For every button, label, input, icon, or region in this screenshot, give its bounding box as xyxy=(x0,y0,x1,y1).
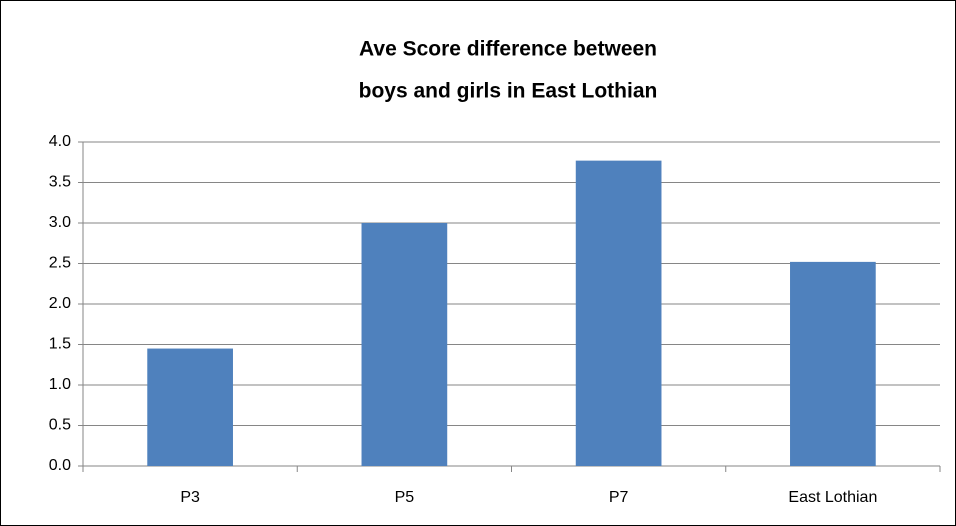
bar xyxy=(147,348,233,466)
x-tick-label: East Lothian xyxy=(788,489,877,506)
y-tick-label: 3.0 xyxy=(49,214,71,231)
bar xyxy=(790,261,876,466)
bar xyxy=(575,160,662,466)
y-tick-label: 2.0 xyxy=(49,295,71,312)
y-tick-label: 1.5 xyxy=(49,336,71,353)
x-tick-label: P5 xyxy=(395,489,415,506)
x-tick-label: P3 xyxy=(180,489,200,506)
y-tick-label: 2.5 xyxy=(49,255,71,272)
y-tick-label: 1.0 xyxy=(49,376,71,393)
chart-title: Ave Score difference between xyxy=(359,38,657,61)
bar xyxy=(361,223,448,466)
y-tick-label: 0.5 xyxy=(49,417,71,434)
x-tick-label: P7 xyxy=(609,489,629,506)
chart-title: boys and girls in East Lothian xyxy=(359,80,658,103)
y-tick-label: 4.0 xyxy=(49,133,71,150)
y-tick-label: 3.5 xyxy=(49,174,71,191)
y-tick-label: 0.0 xyxy=(49,457,71,474)
